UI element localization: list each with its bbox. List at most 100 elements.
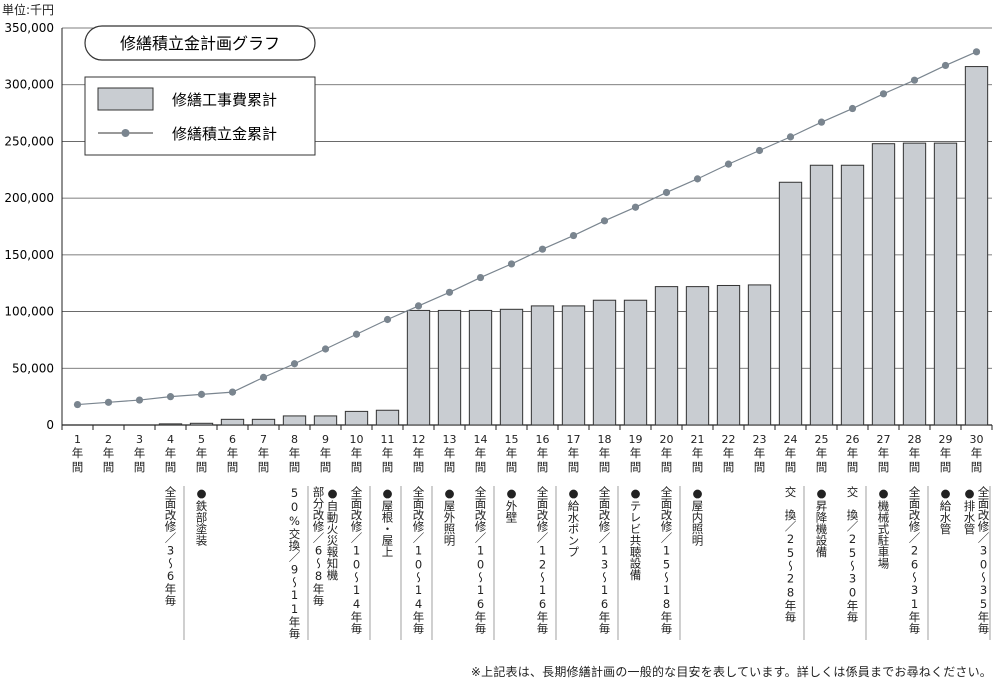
y-tick-label: 300,000 <box>4 78 54 92</box>
annotation-year-10: 全面改修／10～14年毎 <box>349 486 364 634</box>
unit-label: 単位:千円 <box>2 3 55 17</box>
annotation-year-25: ●昇降機設備 <box>815 486 829 558</box>
bar-year-4 <box>158 423 183 426</box>
annotation-year-20: 全面改修／15～18年毎 <box>660 486 674 634</box>
annotation-text: 全面改修／10～16年毎 <box>473 486 488 634</box>
annotation-text: ●屋根・屋上 <box>380 486 395 558</box>
savings-point-year-26 <box>848 104 857 113</box>
annotation-text: 全面改修／10～14年毎 <box>349 486 364 634</box>
annotation-year-14: 全面改修／10～16年毎 <box>473 486 488 634</box>
chart-title: 修繕積立金計画グラフ <box>120 34 280 53</box>
y-tick-label: 350,000 <box>4 21 54 35</box>
x-label-number: 23 <box>752 433 767 446</box>
annotation-year-12: 全面改修／10～14年毎 <box>411 486 426 634</box>
bar-year-12 <box>406 309 431 426</box>
annotation-year-29: ●給水管 <box>939 486 953 535</box>
savings-point-year-11 <box>383 315 392 324</box>
annotation-text: 全面改修／12～16年毎 <box>535 486 550 634</box>
annotation-text: ●自動火災報知機 <box>325 486 340 581</box>
savings-point-year-28 <box>910 76 919 84</box>
annotation-year-9: ●自動火災報知機 部分改修／6～8年毎 <box>311 486 340 606</box>
legend-line-marker <box>121 129 130 137</box>
annotation-text: 全面改修／30～35年毎 <box>976 486 991 634</box>
savings-point-year-8 <box>290 360 299 368</box>
bar-year-20 <box>654 286 679 426</box>
annotation-year-28: 全面改修／26～31年毎 <box>908 486 922 634</box>
annotation-text: 部分改修／6～8年毎 <box>311 486 326 606</box>
annotation-year-19: ●テレビ共聴設備 <box>628 486 643 581</box>
bar-year-23 <box>747 284 772 426</box>
x-label-suffix: 年間 <box>660 446 673 474</box>
bar-year-11 <box>375 409 400 426</box>
x-label-number: 25 <box>814 433 829 446</box>
x-label-year-29: 29 年間 <box>934 433 958 474</box>
legend-line-label: 修繕積立金累計 <box>172 125 277 143</box>
annotation-year-24: 交 換／25～28年毎 <box>784 486 798 623</box>
x-label-number: 8 <box>291 433 298 446</box>
savings-point-year-5 <box>197 390 206 398</box>
x-label-suffix: 年間 <box>381 446 394 474</box>
x-label-suffix: 年間 <box>102 446 115 474</box>
x-label-number: 28 <box>907 433 922 446</box>
x-label-number: 20 <box>659 433 674 446</box>
savings-point-year-10 <box>352 330 361 338</box>
x-label-number: 27 <box>876 433 891 446</box>
x-label-year-24: 24 年間 <box>779 433 803 474</box>
x-label-year-19: 19 年間 <box>624 433 648 474</box>
bar-year-30 <box>964 66 989 426</box>
annotation-year-15: ●外壁 <box>505 486 519 523</box>
x-label-suffix: 年間 <box>908 446 921 474</box>
x-label-suffix: 年間 <box>567 446 580 474</box>
legend-bar-swatch <box>97 87 154 111</box>
x-label-number: 6 <box>229 433 236 446</box>
annotation-text: 全面改修／10～14年毎 <box>411 486 426 634</box>
x-label-suffix: 年間 <box>536 446 549 474</box>
x-label-number: 22 <box>721 433 736 446</box>
annotation-text: ●テレビ共聴設備 <box>628 486 643 581</box>
bar-year-15 <box>499 308 524 426</box>
y-tick-label: 100,000 <box>4 305 54 319</box>
x-label-suffix: 年間 <box>753 446 766 474</box>
annotation-year-17: ●給水ポンプ <box>567 486 581 558</box>
savings-point-year-19 <box>631 203 640 211</box>
x-label-year-20: 20 年間 <box>655 433 679 474</box>
x-label-year-11: 11 年間 <box>376 433 400 474</box>
annotation-year-26: 交 換／25～30年毎 <box>846 486 860 623</box>
annotation-text: 全面改修／13～16年毎 <box>597 486 612 634</box>
x-label-suffix: 年間 <box>350 446 363 474</box>
gridlines <box>61 27 993 430</box>
savings-point-year-22 <box>724 160 733 168</box>
annotation-dividers <box>183 486 991 640</box>
x-label-suffix: 年間 <box>226 446 239 474</box>
legend: 修繕工事費累計 修繕積立金累計 <box>84 76 316 156</box>
x-label-number: 10 <box>349 433 364 446</box>
annotation-text: ●鉄部塗装 <box>194 486 209 546</box>
annotation-year-8: 50%交換／9～11年毎 <box>288 486 302 639</box>
annotation-year-21: ●屋内照明 <box>691 486 705 546</box>
x-label-number: 16 <box>535 433 550 446</box>
x-label-year-10: 10 年間 <box>345 433 369 474</box>
bar-year-7 <box>251 418 276 426</box>
legend-bar-label: 修繕工事費累計 <box>172 91 277 109</box>
bar-year-26 <box>840 164 865 426</box>
y-tick-label: 50,000 <box>12 361 54 375</box>
x-label-year-25: 25 年間 <box>810 433 834 474</box>
annotation-text: 全面改修／3～6年毎 <box>163 486 178 606</box>
savings-point-year-12 <box>414 302 423 310</box>
x-label-year-14: 14 年間 <box>469 433 493 474</box>
bar-year-29 <box>933 142 958 426</box>
annotation-year-13: ●屋外照明 <box>443 486 457 546</box>
bar-year-22 <box>716 284 741 426</box>
bar-year-18 <box>592 299 617 426</box>
x-label-number: 17 <box>566 433 581 446</box>
bar-year-28 <box>902 142 927 426</box>
